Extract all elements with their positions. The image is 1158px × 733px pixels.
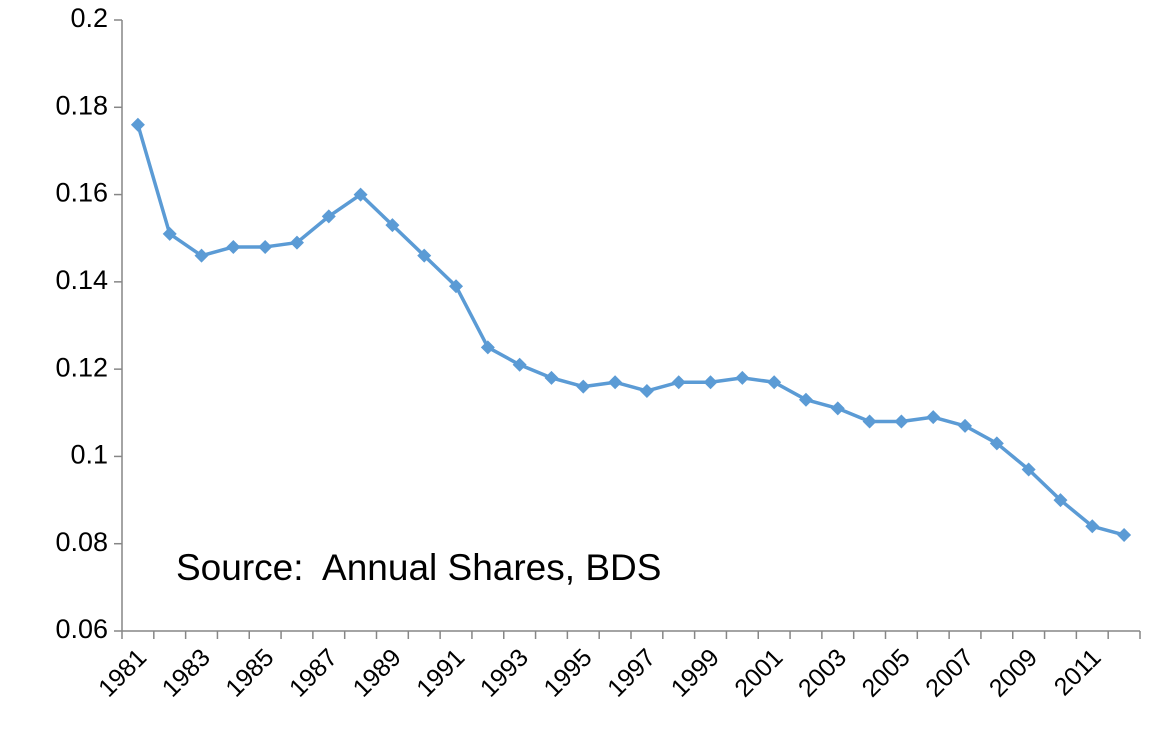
marker [449,279,464,294]
marker [385,218,400,233]
marker [830,401,845,416]
marker [608,375,623,390]
marker [321,209,336,224]
marker [735,370,750,385]
marker [258,239,273,254]
marker [1053,493,1068,508]
x-tick-label: 2011 [1049,643,1107,701]
y-tick-label: 0.16 [55,178,108,208]
marker [194,248,209,263]
marker [767,375,782,390]
marker [1021,462,1036,477]
y-tick-label: 0.08 [55,527,108,557]
marker [544,370,559,385]
x-tick-label: 1997 [602,643,661,702]
marker [480,340,495,355]
x-tick-label: 2005 [857,643,916,702]
y-tick-label: 0.2 [70,3,108,33]
x-tick-label: 1983 [157,643,216,702]
marker [798,392,813,407]
x-tick-label: 1981 [93,643,152,702]
x-tick-label: 2001 [729,643,788,702]
marker [926,410,941,425]
marker [417,248,432,263]
marker [576,379,591,394]
marker [1117,527,1132,542]
x-tick-label: 1985 [220,643,279,702]
y-tick-label: 0.12 [55,352,108,382]
x-tick-label: 1989 [348,643,407,702]
x-tick-label: 1995 [538,643,597,702]
x-tick-label: 1993 [475,643,534,702]
marker [671,375,686,390]
x-tick-label: 2003 [793,643,852,702]
marker [512,357,527,372]
x-tick-label: 2007 [920,643,979,702]
x-tick-label: 1987 [284,643,343,702]
marker [130,117,145,132]
x-tick-label: 2009 [984,643,1043,702]
marker [289,235,304,250]
marker [162,226,177,241]
marker [989,436,1004,451]
annotation: Source: Annual Shares, BDS [176,547,661,588]
x-tick-label: 1999 [666,643,725,702]
y-tick-label: 0.18 [55,90,108,120]
marker [226,239,241,254]
y-tick-label: 0.06 [55,614,108,644]
marker [703,375,718,390]
marker [639,383,654,398]
marker [1085,519,1100,534]
marker [894,414,909,429]
marker [862,414,877,429]
x-tick-label: 1991 [411,643,470,702]
marker [958,418,973,433]
y-tick-label: 0.14 [55,265,108,295]
marker [353,187,368,202]
series-line [136,124,1125,537]
y-tick-label: 0.1 [70,440,108,470]
